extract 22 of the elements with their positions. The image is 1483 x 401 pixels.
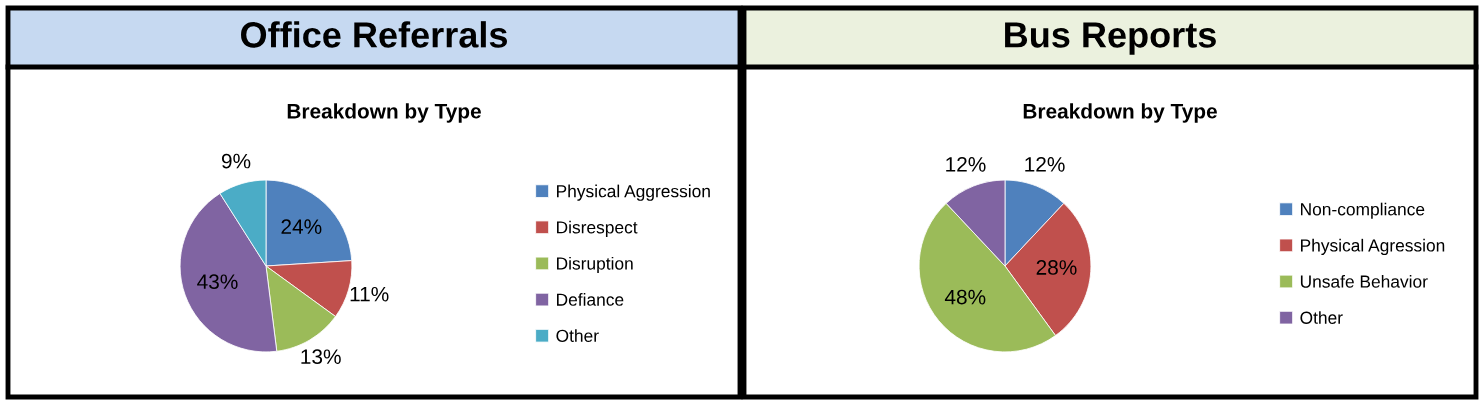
chart-title: Bus Reports [1005, 22, 1216, 55]
chart-subtitle: Breakdown by Type [287, 103, 481, 123]
legend-label: Disrespect [557, 220, 638, 237]
data-label: 24% [281, 219, 322, 234]
chart-title: Office Referrals [241, 21, 507, 48]
legend-label: Physical Agression [1301, 238, 1445, 256]
legend-label: Unsafe Behavior [1300, 274, 1428, 288]
legend-label: Defiance [557, 293, 624, 306]
data-label: 43% [197, 274, 238, 290]
legend-label: Other [1300, 311, 1343, 324]
legend-label: Other [556, 329, 599, 342]
data-label: 9% [221, 153, 251, 169]
legend-label: Physical Aggression [557, 184, 710, 201]
legend-label: Non-compliance [1301, 202, 1425, 219]
data-label: 11% [350, 286, 389, 302]
data-label: 12% [1025, 156, 1065, 172]
data-label: 28% [1036, 260, 1077, 275]
data-label: 12% [946, 156, 986, 172]
chart-subtitle: Breakdown by Type [1023, 103, 1217, 123]
data-label: 48% [944, 289, 986, 305]
legend-label: Disruption [557, 256, 633, 274]
data-label: 13% [301, 349, 341, 365]
